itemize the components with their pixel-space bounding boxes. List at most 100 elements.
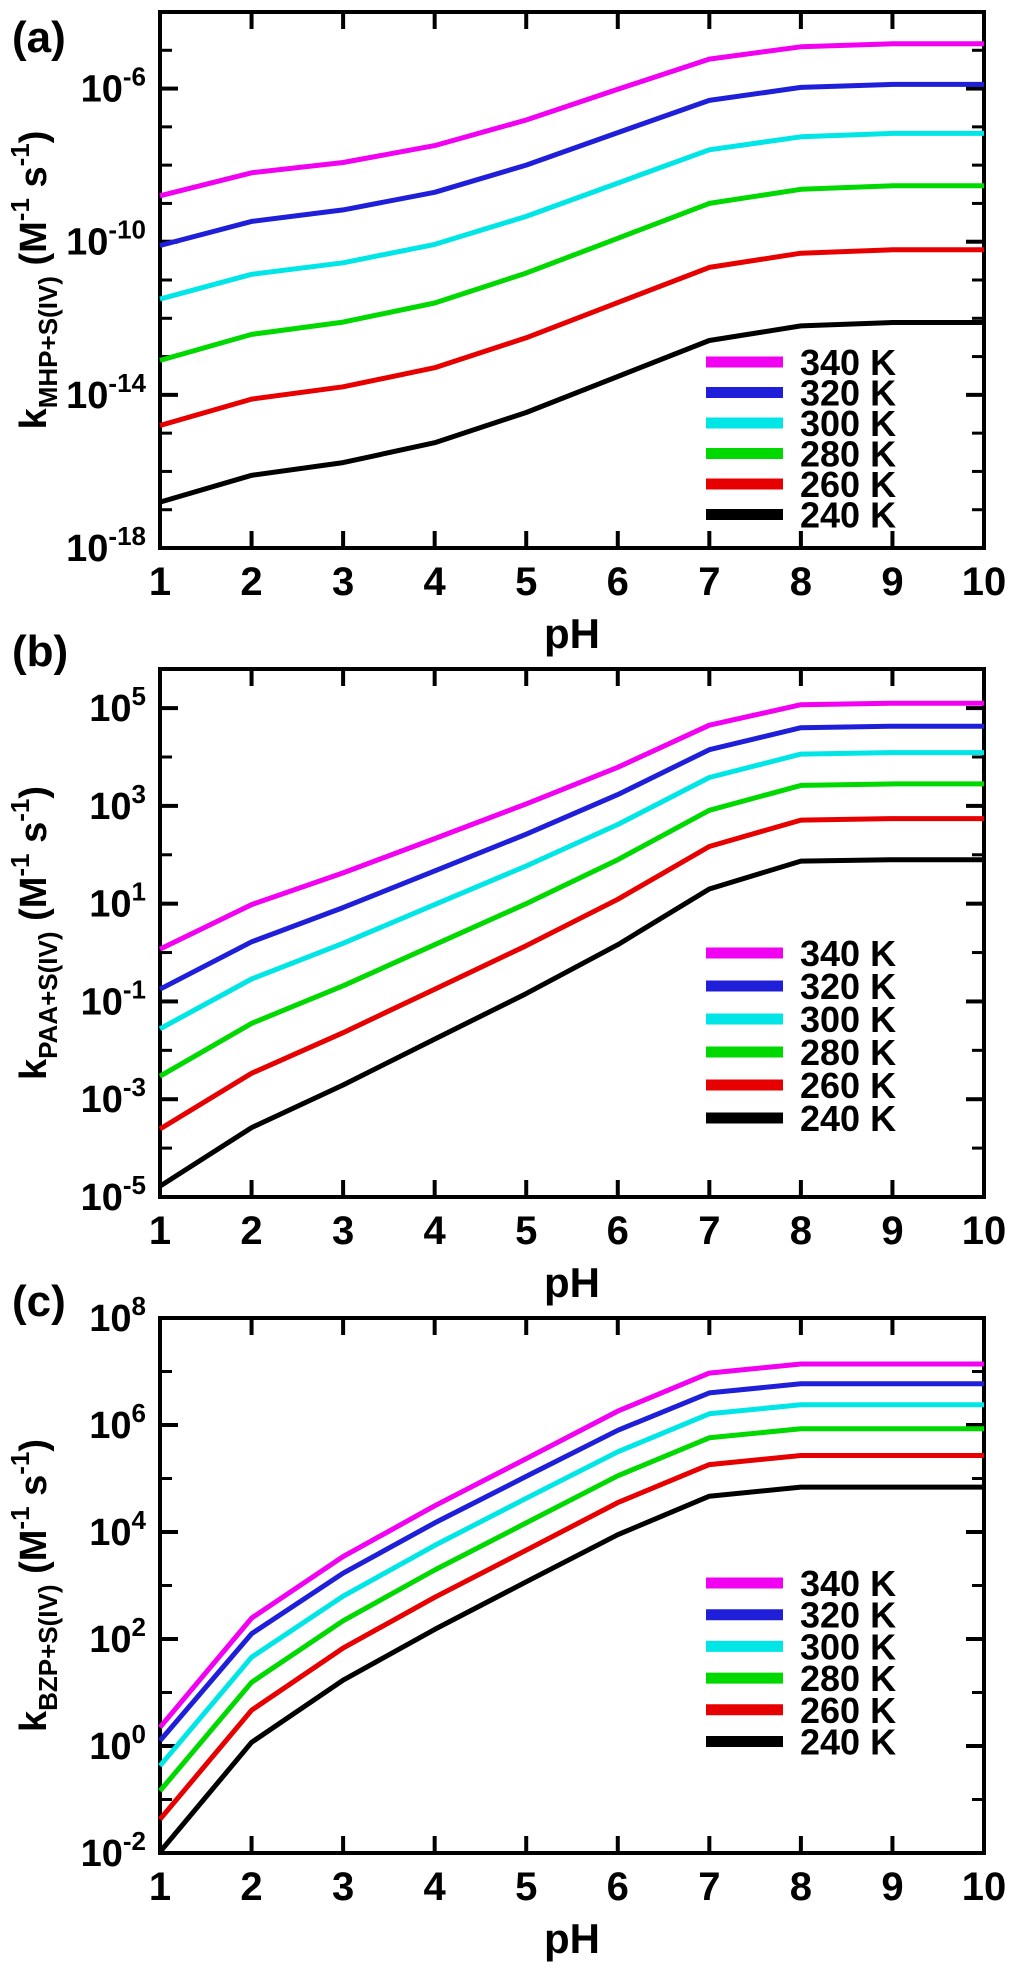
y-title-unit-close: ) xyxy=(13,786,55,799)
legend-item-300K: 300 K xyxy=(706,403,896,444)
curve-260K-panel-c xyxy=(158,1453,984,1821)
x-tick-label: 10 xyxy=(962,560,1007,604)
curve-340K-panel-a xyxy=(159,41,984,199)
y-title-k: k xyxy=(13,1710,55,1732)
curve-300K-panel-c xyxy=(158,1402,984,1768)
curve-300K-panel-b xyxy=(158,750,984,1031)
y-tick-exponent: -18 xyxy=(108,521,146,551)
x-tick-label: 6 xyxy=(607,1865,629,1909)
x-tick-label: 9 xyxy=(881,1209,903,1253)
y-title-k: k xyxy=(13,1058,55,1080)
y-tick-base: 10 xyxy=(89,1298,131,1340)
legend-label: 340 K xyxy=(800,933,896,974)
y-title-unit-mid: s xyxy=(13,1475,55,1507)
plot-frame xyxy=(158,1316,986,1855)
panel-tag-b: (b) xyxy=(12,627,68,676)
x-tick-label: 8 xyxy=(790,1209,812,1253)
curve-300K-panel-a xyxy=(159,130,984,302)
y-tick-base: 10 xyxy=(89,688,131,730)
legend-label: 300 K xyxy=(800,403,896,444)
curve-280K-panel-b xyxy=(158,781,984,1079)
y-tick-label: 100 xyxy=(89,1719,146,1768)
x-tick-label: 10 xyxy=(962,1865,1007,1909)
x-tick-label: 5 xyxy=(515,1209,537,1253)
y-tick-exponent: 0 xyxy=(132,1719,146,1749)
y-tick-label: 105 xyxy=(89,681,146,730)
x-tick-label: 4 xyxy=(424,560,447,604)
y-tick-base: 10 xyxy=(89,786,131,828)
legend-label: 260 K xyxy=(800,1690,896,1731)
y-title-subscript: PAA+S(IV) xyxy=(33,931,63,1058)
y-tick-label: 10-14 xyxy=(66,368,146,417)
y-tick-exponent: -1 xyxy=(123,974,146,1004)
y-tick-label: 102 xyxy=(89,1612,146,1661)
legend-label: 340 K xyxy=(800,1563,896,1604)
y-tick-base: 10 xyxy=(66,222,108,264)
legend-label: 280 K xyxy=(800,1658,896,1699)
x-tick-label: 3 xyxy=(332,1865,354,1909)
legend-label: 280 K xyxy=(800,434,896,475)
x-tick-label: 1 xyxy=(149,1865,171,1909)
y-tick-exponent: -2 xyxy=(123,1826,146,1856)
x-tick-label: 10 xyxy=(962,1209,1007,1253)
y-tick-exponent: 4 xyxy=(132,1505,147,1535)
legend-item-320K: 320 K xyxy=(706,1595,896,1636)
curve-240K-panel-a xyxy=(159,320,984,505)
y-tick-label: 10-5 xyxy=(81,1170,146,1219)
y-tick-label: 10-3 xyxy=(81,1072,146,1121)
legend-label: 340 K xyxy=(800,342,896,383)
legend-item-240K: 240 K xyxy=(706,1098,896,1139)
y-tick-exponent: 6 xyxy=(132,1398,146,1428)
y-tick-exponent: 5 xyxy=(132,681,146,711)
curve-260K-panel-b xyxy=(158,816,984,1132)
legend-item-260K: 260 K xyxy=(706,1690,896,1731)
legend-item-300K: 300 K xyxy=(706,1626,896,1667)
y-tick-label: 101 xyxy=(89,877,146,926)
y-axis-title: kBZP+S(IV) (M-1 s-1) xyxy=(5,1439,63,1732)
y-tick-base: 10 xyxy=(81,1833,123,1875)
x-axis-title: pH xyxy=(544,1915,600,1962)
legend-label: 260 K xyxy=(800,464,896,505)
curve-240K-panel-b xyxy=(158,857,984,1189)
y-tick-base: 10 xyxy=(89,1619,131,1661)
legend-item-340K: 340 K xyxy=(706,1563,896,1604)
y-tick-base: 10 xyxy=(89,1512,131,1554)
y-tick-label: 103 xyxy=(89,779,146,828)
x-tick-label: 1 xyxy=(149,560,171,604)
x-tick-label: 9 xyxy=(881,1865,903,1909)
y-title-subscript: BZP+S(IV) xyxy=(33,1584,63,1710)
y-tick-label: 10-2 xyxy=(81,1826,146,1875)
y-tick-label: 104 xyxy=(89,1505,146,1554)
x-tick-label: 5 xyxy=(515,1865,537,1909)
x-tick-label: 3 xyxy=(332,560,354,604)
legend-item-280K: 280 K xyxy=(706,434,896,475)
x-tick-label: 7 xyxy=(698,1209,720,1253)
x-tick-label: 2 xyxy=(240,560,262,604)
y-title-unit-close: ) xyxy=(13,131,55,144)
legend-item-300K: 300 K xyxy=(706,999,896,1040)
legend-item-280K: 280 K xyxy=(706,1658,896,1699)
legend-item-320K: 320 K xyxy=(706,966,896,1007)
y-tick-base: 10 xyxy=(81,69,123,111)
legend-label: 240 K xyxy=(800,1722,896,1763)
x-tick-label: 8 xyxy=(790,560,812,604)
y-title-unit-mid: s xyxy=(13,822,55,854)
y-title-superscript: -1 xyxy=(5,799,35,822)
y-tick-base: 10 xyxy=(89,1726,131,1768)
y-title-superscript: -1 xyxy=(5,1452,35,1475)
curve-280K-panel-c xyxy=(158,1426,984,1793)
legend-item-280K: 280 K xyxy=(706,1032,896,1073)
y-tick-base: 10 xyxy=(81,1079,123,1121)
legend-label: 240 K xyxy=(800,1098,896,1139)
y-title-unit-open: (M xyxy=(13,221,55,276)
curve-240K-panel-c xyxy=(158,1484,984,1854)
x-tick-label: 4 xyxy=(424,1865,447,1909)
y-tick-exponent: -5 xyxy=(123,1170,146,1200)
y-tick-exponent: -3 xyxy=(123,1072,146,1102)
y-tick-label: 106 xyxy=(89,1398,146,1447)
y-tick-exponent: -10 xyxy=(108,215,146,245)
